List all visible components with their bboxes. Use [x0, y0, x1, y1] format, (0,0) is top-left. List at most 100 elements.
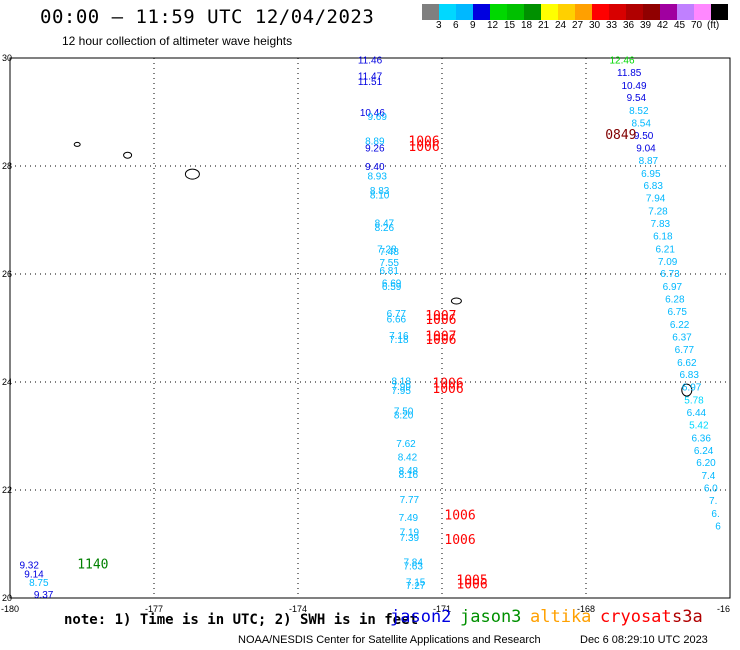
latitude-tick-label: 26 — [2, 269, 12, 279]
color-scale-swatches — [422, 4, 728, 20]
wave-height-value: 7.15 — [406, 578, 426, 589]
pass-time-label: 1006 — [425, 313, 456, 328]
color-swatch — [626, 4, 643, 20]
wave-height-value: 7.4 — [701, 471, 715, 482]
wave-height-value: 5.42 — [689, 420, 709, 431]
pass-time-label: 1007 — [425, 309, 456, 324]
wave-height-value: 6.66 — [387, 315, 407, 326]
credit-text: NOAA/NESDIS Center for Satellite Applica… — [238, 634, 541, 646]
longitude-tick-label: -180 — [1, 604, 19, 614]
wave-height-value: 9.37 — [34, 590, 54, 601]
color-scale-tick: 9 — [470, 20, 476, 31]
color-scale-legend — [422, 4, 732, 26]
color-scale-tick: 3 — [436, 20, 442, 31]
wave-height-value: 11.85 — [617, 68, 642, 79]
wave-height-value: 11.46 — [358, 55, 383, 66]
wave-height-value: 7.09 — [658, 257, 678, 268]
wave-height-value: 8.47 — [375, 218, 395, 229]
island-outline — [123, 151, 133, 159]
map-grid — [9, 57, 731, 599]
latitude-tick-label: 22 — [2, 485, 12, 495]
color-scale-tick: 12 — [487, 20, 499, 31]
color-swatch — [422, 4, 439, 20]
wave-height-value: 8.18 — [391, 377, 411, 388]
pass-time-label: 1006 — [425, 333, 456, 348]
wave-height-value: 9.26 — [365, 143, 385, 154]
wave-height-value: 6.37 — [672, 332, 692, 343]
color-swatch — [575, 4, 592, 20]
color-scale-tick: 33 — [606, 20, 618, 31]
color-swatch — [711, 4, 728, 20]
map-frame — [9, 57, 731, 599]
latitude-tick-label: 24 — [2, 377, 12, 387]
units-note: note: 1) Time is in UTC; 2) SWH is in fe… — [64, 612, 419, 628]
wave-height-value: 7.77 — [400, 495, 420, 506]
color-scale-tick: 15 — [504, 20, 516, 31]
longitude-tick-label: -177 — [145, 604, 163, 614]
wave-height-value: 10.49 — [621, 81, 646, 92]
map-title: 00:00 – 11:59 UTC 12/04/2023 — [40, 6, 375, 28]
wave-height-value: 6.62 — [677, 358, 697, 369]
islands — [73, 141, 693, 397]
pass-time-label: 1006 — [408, 134, 439, 149]
wave-height-value: 7. — [709, 496, 717, 507]
wave-height-value: 10.46 — [360, 108, 385, 119]
wave-height-value: 9.14 — [24, 569, 44, 580]
longitude-tick-label: -171 — [433, 604, 451, 614]
wave-height-value: 8.89 — [365, 136, 385, 147]
wave-height-value: 7.62 — [396, 439, 416, 450]
longitude-tick-label: -16 — [717, 604, 730, 614]
wave-height-value: 7.55 — [379, 258, 399, 269]
color-swatch — [694, 4, 711, 20]
wave-height-value: 6.22 — [670, 320, 690, 331]
color-scale-tick: 36 — [623, 20, 635, 31]
color-swatch — [439, 4, 456, 20]
color-scale-unit: (ft) — [707, 20, 720, 31]
pass-time-label: 1006 — [444, 509, 475, 524]
wave-height-value: 7.94 — [646, 194, 666, 205]
wave-height-value: 7.83 — [651, 219, 671, 230]
wave-height-value: 6.36 — [691, 433, 711, 444]
satellite-legend-cryosat: cryosat — [600, 607, 672, 627]
wave-height-value: 8.83 — [370, 186, 390, 197]
island-outline — [681, 383, 693, 397]
wave-height-value: 6 — [715, 521, 721, 532]
pass-time-label: 1006 — [444, 533, 475, 548]
wave-height-value: 8.10 — [370, 190, 390, 201]
wave-height-value: 8.48 — [399, 466, 419, 477]
pass-time-labels: 1006100610071006100710061006100610061006… — [77, 128, 636, 592]
longitude-tick-label: -174 — [289, 604, 307, 614]
pass-time-label: 1006 — [432, 376, 463, 391]
wave-height-value: 6.75 — [667, 307, 687, 318]
satellite-legend-jason2: jason2 — [390, 607, 452, 627]
color-scale-tick: 30 — [589, 20, 601, 31]
wave-height-value: 7.19 — [400, 527, 420, 538]
wave-height-value: 7.28 — [377, 244, 397, 255]
wave-height-value: 7.39 — [400, 533, 420, 544]
wave-height-value: 6.97 — [663, 282, 683, 293]
wave-height-value: 6.18 — [653, 231, 673, 242]
wave-height-value: 6.73 — [660, 269, 680, 280]
wave-height-value: 6.0 — [704, 484, 718, 495]
wave-height-value: 7.48 — [379, 247, 399, 258]
color-scale-tick: 27 — [572, 20, 584, 31]
latitude-tick-label: 28 — [2, 161, 12, 171]
wave-height-value: 5.78 — [684, 396, 704, 407]
wave-height-value: 6.69 — [382, 278, 402, 289]
wave-height-value: 6.21 — [655, 244, 675, 255]
pass-time-label: 1140 — [77, 557, 108, 572]
color-scale-tick: 42 — [657, 20, 669, 31]
wave-height-value: 8.26 — [375, 223, 395, 234]
color-scale-tick: 21 — [538, 20, 550, 31]
wave-height-value: 6.20 — [696, 458, 716, 469]
wave-height-value: 6.77 — [675, 345, 695, 356]
pass-time-label: 1005 — [456, 574, 487, 589]
wave-height-value: 12.46 — [609, 55, 634, 66]
color-swatch — [558, 4, 575, 20]
wave-height-value: 6.81 — [379, 266, 399, 277]
wave-height-value: 7.63 — [403, 561, 423, 572]
wave-height-value: 6. — [711, 509, 719, 520]
pass-time-label: 0849 — [605, 128, 636, 143]
